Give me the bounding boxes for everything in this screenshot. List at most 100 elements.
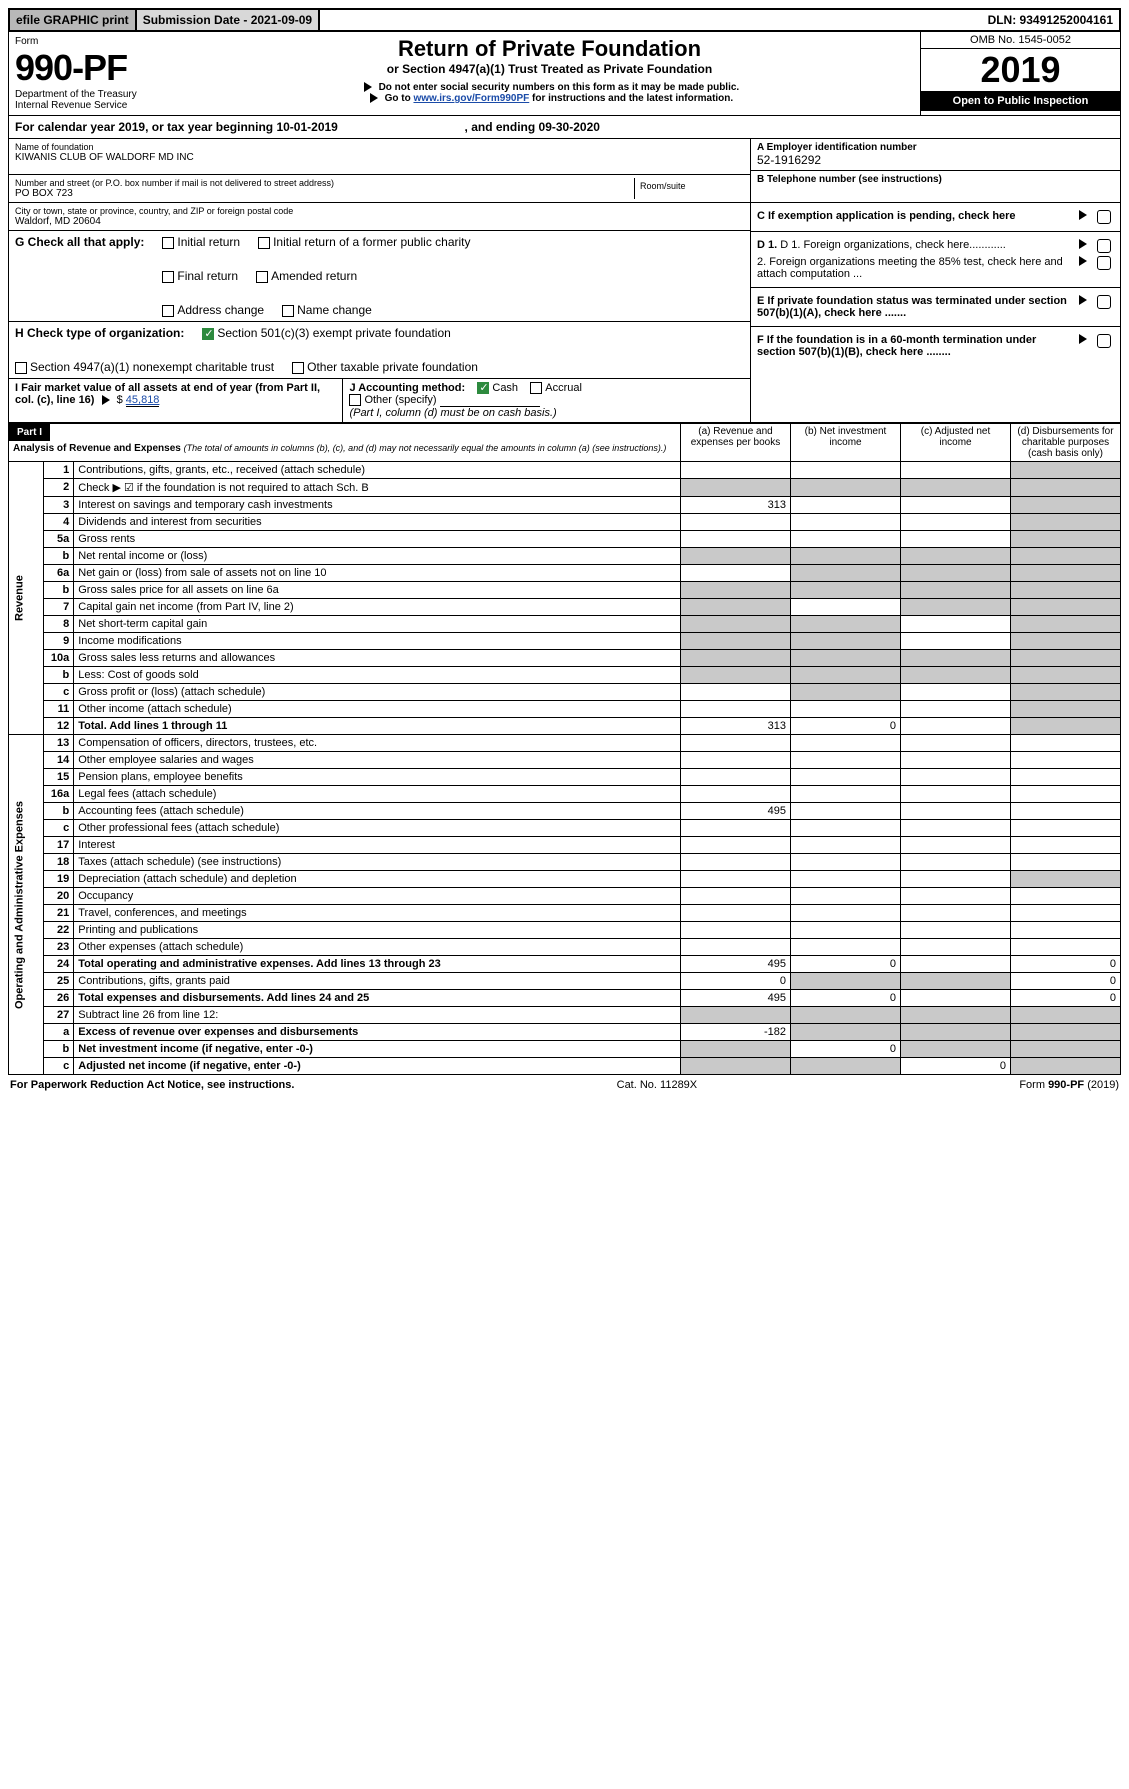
- table-cell: [681, 922, 791, 939]
- table-cell: [1011, 786, 1121, 803]
- calendar-year-line: For calendar year 2019, or tax year begi…: [8, 116, 1121, 139]
- col-c-header: (c) Adjusted net income: [901, 424, 1011, 462]
- line-label: Pension plans, employee benefits: [74, 769, 681, 786]
- table-cell: [901, 565, 1011, 582]
- table-row: bAccounting fees (attach schedule)495: [9, 803, 1121, 820]
- submission-date-btn[interactable]: Submission Date - 2021-09-09: [137, 10, 320, 30]
- line-number: 6a: [44, 565, 74, 582]
- line-label: Accounting fees (attach schedule): [74, 803, 681, 820]
- table-cell: [1011, 684, 1121, 701]
- 4947-checkbox[interactable]: [15, 362, 27, 374]
- omb-number: OMB No. 1545-0052: [921, 32, 1120, 49]
- table-cell: [1011, 735, 1121, 752]
- line-number: b: [44, 667, 74, 684]
- form-title: Return of Private Foundation: [183, 36, 916, 62]
- d2-checkbox[interactable]: [1097, 256, 1111, 270]
- efile-print-btn[interactable]: efile GRAPHIC print: [10, 10, 137, 30]
- line-label: Dividends and interest from securities: [74, 514, 681, 531]
- entity-info: Name of foundation KIWANIS CLUB OF WALDO…: [8, 139, 1121, 423]
- table-cell: [1011, 769, 1121, 786]
- table-cell: [681, 531, 791, 548]
- cal-begin: 10-01-2019: [276, 120, 337, 134]
- table-cell: [791, 871, 901, 888]
- table-cell: [681, 820, 791, 837]
- table-cell: [681, 582, 791, 599]
- table-row: cAdjusted net income (if negative, enter…: [9, 1058, 1121, 1075]
- 501c3-checkbox[interactable]: [202, 328, 214, 340]
- table-row: 20Occupancy: [9, 888, 1121, 905]
- arrow-icon: [370, 93, 378, 103]
- table-cell: [901, 718, 1011, 735]
- table-cell: [1011, 922, 1121, 939]
- table-row: bLess: Cost of goods sold: [9, 667, 1121, 684]
- table-cell: [681, 599, 791, 616]
- address-change-checkbox[interactable]: [162, 305, 174, 317]
- d1-checkbox[interactable]: [1097, 239, 1111, 253]
- expenses-side-label: Operating and Administrative Expenses: [9, 735, 44, 1075]
- line-label: Capital gain net income (from Part IV, l…: [74, 599, 681, 616]
- f-checkbox[interactable]: [1097, 334, 1111, 348]
- table-cell: [901, 922, 1011, 939]
- other-method-checkbox[interactable]: [349, 394, 361, 406]
- instructions-link[interactable]: www.irs.gov/Form990PF: [413, 93, 529, 104]
- arrow-icon: [364, 82, 372, 92]
- line-number: 18: [44, 854, 74, 871]
- table-cell: [1011, 565, 1121, 582]
- line-label: Total. Add lines 1 through 11: [74, 718, 681, 735]
- table-cell: [791, 888, 901, 905]
- part1-title-note: (The total of amounts in columns (b), (c…: [184, 443, 667, 453]
- form-right: OMB No. 1545-0052 2019 Open to Public In…: [920, 32, 1120, 115]
- table-row: aExcess of revenue over expenses and dis…: [9, 1024, 1121, 1041]
- table-cell: [681, 854, 791, 871]
- table-row: 23Other expenses (attach schedule): [9, 939, 1121, 956]
- accrual-checkbox[interactable]: [530, 382, 542, 394]
- other-taxable-checkbox[interactable]: [292, 362, 304, 374]
- table-cell: [791, 667, 901, 684]
- table-cell: [1011, 479, 1121, 497]
- table-cell: 0: [1011, 956, 1121, 973]
- table-cell: [1011, 514, 1121, 531]
- table-cell: [901, 514, 1011, 531]
- line-number: 14: [44, 752, 74, 769]
- table-cell: [681, 650, 791, 667]
- table-row: 6aNet gain or (loss) from sale of assets…: [9, 565, 1121, 582]
- e-checkbox[interactable]: [1097, 295, 1111, 309]
- table-cell: [901, 1007, 1011, 1024]
- table-cell: [901, 786, 1011, 803]
- table-cell: [901, 837, 1011, 854]
- line-number: a: [44, 1024, 74, 1041]
- final-return-checkbox[interactable]: [162, 271, 174, 283]
- cal-prefix: For calendar year 2019, or tax year begi…: [15, 120, 276, 134]
- table-cell: [791, 479, 901, 497]
- table-cell: [1011, 1041, 1121, 1058]
- line-label: Interest on savings and temporary cash i…: [74, 497, 681, 514]
- name-change-checkbox[interactable]: [282, 305, 294, 317]
- table-cell: [791, 497, 901, 514]
- table-cell: [901, 752, 1011, 769]
- table-cell: -182: [681, 1024, 791, 1041]
- amended-return-checkbox[interactable]: [256, 271, 268, 283]
- i-amount-link[interactable]: 45,818: [126, 394, 160, 407]
- line-number: 4: [44, 514, 74, 531]
- table-cell: [1011, 837, 1121, 854]
- table-cell: [791, 854, 901, 871]
- table-cell: 0: [901, 1058, 1011, 1075]
- table-cell: [791, 531, 901, 548]
- table-cell: [901, 616, 1011, 633]
- initial-former-checkbox[interactable]: [258, 237, 270, 249]
- addr-label: Number and street (or P.O. box number if…: [15, 178, 634, 188]
- table-cell: [901, 1024, 1011, 1041]
- c-checkbox[interactable]: [1097, 210, 1111, 224]
- table-row: 3Interest on savings and temporary cash …: [9, 497, 1121, 514]
- cash-checkbox[interactable]: [477, 382, 489, 394]
- table-row: 17Interest: [9, 837, 1121, 854]
- dept-1: Department of the Treasury: [15, 89, 173, 100]
- table-cell: [681, 1041, 791, 1058]
- table-cell: [1011, 462, 1121, 479]
- room-label: Room/suite: [640, 181, 739, 191]
- cal-end: 09-30-2020: [539, 120, 600, 134]
- initial-return-checkbox[interactable]: [162, 237, 174, 249]
- table-cell: [901, 667, 1011, 684]
- table-cell: [681, 479, 791, 497]
- part1-badge: Part I: [9, 424, 50, 441]
